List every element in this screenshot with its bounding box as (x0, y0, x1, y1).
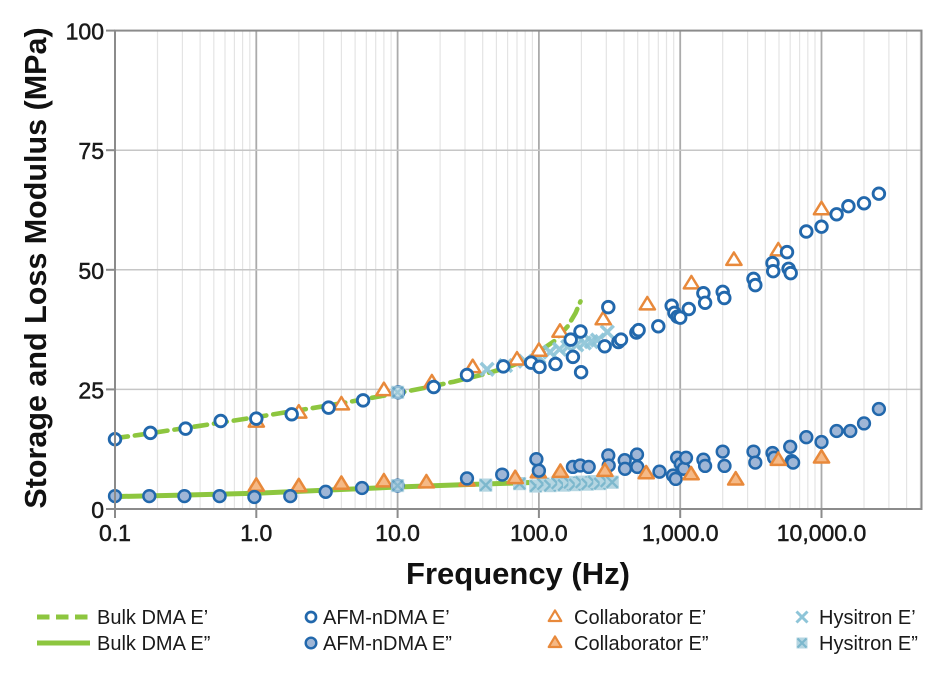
svg-text:Frequency (Hz): Frequency (Hz) (406, 556, 630, 591)
svg-text:50: 50 (78, 258, 104, 284)
svg-text:Bulk DMA E’: Bulk DMA E’ (97, 607, 208, 629)
svg-text:Hysitron E’: Hysitron E’ (819, 607, 916, 629)
svg-text:10.0: 10.0 (375, 520, 420, 546)
svg-text:10,000.0: 10,000.0 (777, 520, 867, 546)
svg-text:Bulk DMA E”: Bulk DMA E” (97, 633, 210, 655)
svg-text:100.0: 100.0 (510, 520, 568, 546)
svg-text:AFM-nDMA E’: AFM-nDMA E’ (323, 607, 450, 629)
svg-text:AFM-nDMA E”: AFM-nDMA E” (323, 633, 452, 655)
svg-text:0: 0 (91, 497, 104, 523)
svg-text:Hysitron E”: Hysitron E” (819, 633, 918, 655)
svg-text:Collaborator E’: Collaborator E’ (574, 607, 706, 629)
svg-text:1,000.0: 1,000.0 (642, 520, 719, 546)
svg-text:0.1: 0.1 (99, 520, 131, 546)
svg-text:Collaborator E”: Collaborator E” (574, 633, 709, 655)
svg-text:100: 100 (66, 19, 104, 45)
svg-text:25: 25 (78, 377, 104, 403)
svg-text:75: 75 (78, 138, 104, 164)
svg-text:1.0: 1.0 (240, 520, 272, 546)
svg-text:Storage and Loss Modulus (MPa): Storage and Loss Modulus (MPa) (19, 27, 53, 508)
